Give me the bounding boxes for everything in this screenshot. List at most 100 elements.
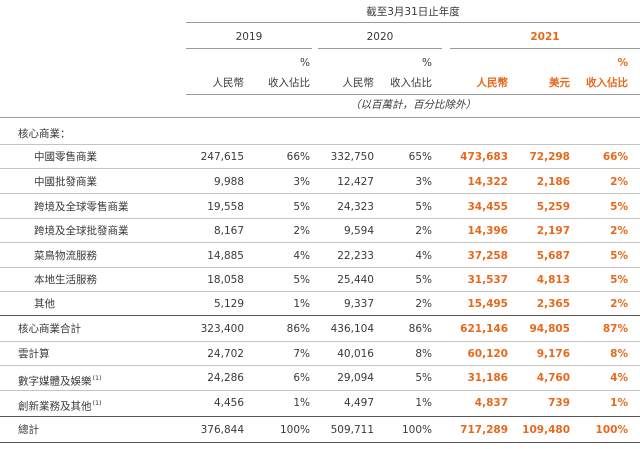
row-label-text: 創新業務及其他 [18,400,92,413]
cell-usd-2021: 2,365 [536,298,570,310]
cell-rmb-2020: 40,016 [337,348,374,360]
cell-rmb-2021: 34,455 [467,201,508,213]
row-label-text: 本地生活服務 [34,274,97,286]
cell-rmb-2020: 4,497 [343,397,374,409]
row-label: 中國零售商業 [34,150,97,164]
row-label: 跨境及全球零售商業 [34,200,129,214]
row-divider [0,291,640,292]
cell-share-2019: 5% [293,274,310,286]
cell-share-2021: 66% [602,151,628,163]
cell-share-2021: 4% [610,372,628,384]
cell-rmb-2019: 4,456 [213,397,244,409]
cell-share-2020: 2% [415,298,432,310]
row-divider [0,315,640,316]
cell-rmb-2019: 14,885 [207,250,244,262]
cell-share-2020: 1% [415,397,432,409]
cell-usd-2021: 5,259 [536,201,570,213]
cell-share-2020: 86% [408,323,432,335]
cell-share-2020: 65% [408,151,432,163]
cell-share-2019: 7% [293,348,310,360]
cell-share-2019: 100% [279,424,310,436]
year-rule-2021 [450,48,640,49]
cell-rmb-2020: 29,094 [337,372,374,384]
row-label-text: 菜鳥物流服務 [34,250,97,262]
cell-rmb-2020: 24,323 [337,201,374,213]
row-label-text: 中國批發商業 [34,176,97,188]
row-label: 跨境及全球批發商業 [34,224,129,238]
row-divider [0,144,640,145]
row-divider [0,390,640,391]
cell-share-2021: 100% [595,424,628,436]
header-bottom-rule [0,117,640,118]
cell-rmb-2020: 12,427 [337,176,374,188]
row-divider [0,242,640,243]
cell-share-2019: 1% [293,298,310,310]
cell-rmb-2019: 18,058 [207,274,244,286]
row-divider [0,218,640,219]
cell-rmb-2021: 621,146 [460,323,508,335]
cell-share-2019: 4% [293,250,310,262]
cell-rmb-2019: 24,286 [207,372,244,384]
row-label: 創新業務及其他(1) [18,396,102,414]
footnote-marker: (1) [92,399,102,407]
cell-rmb-2019: 247,615 [200,151,244,163]
cell-share-2021: 5% [610,274,628,286]
row-label-text: 數字媒體及娛樂 [18,375,92,388]
cell-share-2019: 2% [293,225,310,237]
cell-usd-2021: 4,760 [536,372,570,384]
cell-rmb-2020: 436,104 [330,323,374,335]
cell-share-2021: 2% [610,225,628,237]
cell-usd-2021: 2,186 [536,176,570,188]
cell-rmb-2019: 5,129 [213,298,244,310]
cell-rmb-2019: 376,844 [200,424,244,436]
subheader-rule [186,94,640,95]
row-label: 總計 [18,423,39,437]
cell-share-2019: 86% [286,323,310,335]
row-divider [0,442,640,443]
header-rule [186,22,640,23]
row-label: 中國批發商業 [34,175,97,189]
cell-usd-2021: 109,480 [522,424,570,436]
cell-share-2020: 2% [415,225,432,237]
row-divider [0,416,640,417]
col-share-2021: 收入佔比 [586,77,628,89]
cell-rmb-2021: 15,495 [467,298,508,310]
row-label: 菜鳥物流服務 [34,249,97,263]
cell-share-2020: 5% [415,201,432,213]
col-share-2019: 收入佔比 [268,77,310,89]
cell-rmb-2021: 31,537 [467,274,508,286]
col-usd-2021: 美元 [549,77,570,89]
cell-rmb-2020: 22,233 [337,250,374,262]
cell-share-2021: 1% [610,397,628,409]
cell-usd-2021: 4,813 [536,274,570,286]
cell-share-2020: 3% [415,176,432,188]
cell-rmb-2021: 31,186 [467,372,508,384]
cell-share-2020: 4% [415,250,432,262]
cell-rmb-2020: 9,337 [343,298,374,310]
year-2021: 2021 [530,31,560,43]
row-label-text: 跨境及全球零售商業 [34,201,129,213]
pct-sign-2021: % [617,57,628,69]
row-label-text: 雲計算 [18,348,50,360]
cell-rmb-2021: 717,289 [460,424,508,436]
cell-share-2019: 66% [286,151,310,163]
cell-rmb-2019: 323,400 [200,323,244,335]
cell-rmb-2020: 509,711 [330,424,374,436]
cell-rmb-2021: 37,258 [467,250,508,262]
year-2019: 2019 [235,31,263,43]
row-divider [0,341,640,342]
cell-share-2021: 8% [610,348,628,360]
row-label-text: 中國零售商業 [34,151,97,163]
year-rule-2019 [186,48,312,49]
cell-rmb-2021: 60,120 [467,348,508,360]
cell-rmb-2020: 25,440 [337,274,374,286]
year-2020: 2020 [366,31,394,43]
cell-share-2020: 5% [415,372,432,384]
unit-note: （以百萬計，百分比除外） [350,99,476,111]
col-rmb-2019: 人民幣 [212,77,245,89]
row-label: 本地生活服務 [34,273,97,287]
cell-share-2019: 6% [293,372,310,384]
pct-sign-2019: % [300,57,310,69]
cell-usd-2021: 72,298 [529,151,570,163]
